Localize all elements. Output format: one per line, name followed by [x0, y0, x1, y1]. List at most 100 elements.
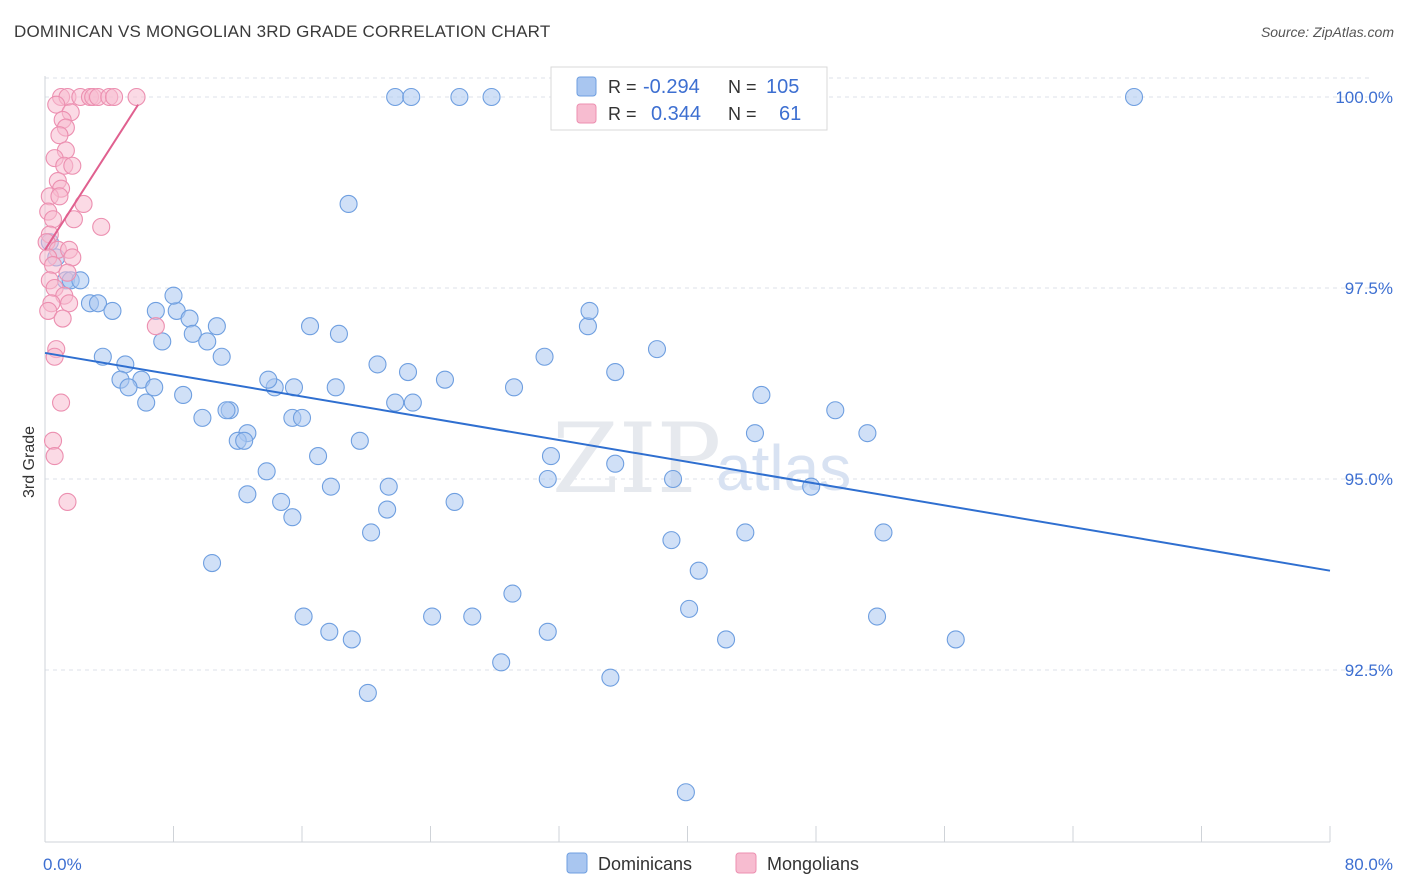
dominican-point	[320, 622, 339, 641]
mongolian-point	[63, 156, 82, 175]
dominican-point	[145, 378, 164, 397]
legend-n-value-1: 105	[766, 76, 799, 98]
dominicans-trend-line	[44, 351, 1331, 572]
mongolian-point	[92, 217, 111, 236]
dominican-point	[329, 324, 348, 343]
dominican-point	[342, 630, 361, 649]
dominican-point	[294, 607, 313, 626]
mongolian-point	[53, 309, 72, 328]
dominican-point	[580, 301, 599, 320]
mongolian-point	[127, 87, 146, 107]
legend-r-label-2: R =	[608, 104, 637, 124]
dominican-point	[403, 393, 422, 412]
mongolian-point	[58, 492, 77, 511]
dominican-point	[538, 469, 557, 489]
source-label: Source: ZipAtlas.com	[1260, 24, 1394, 40]
dominican-point	[272, 492, 291, 511]
dominican-point	[235, 431, 254, 450]
legend-mongolians-swatch	[735, 852, 757, 874]
y-axis-title: 3rd Grade	[21, 426, 38, 498]
dominican-point	[745, 424, 765, 443]
y-tick-labels: 92.5% 95.0% 97.5% 100.0%	[1335, 88, 1393, 680]
legend-dominicans-label: Dominicans	[598, 854, 692, 874]
stats-legend-box	[550, 66, 828, 131]
dominican-point	[292, 408, 312, 427]
y-tick-label: 97.5%	[1345, 279, 1393, 298]
legend-n-label-1: N =	[728, 77, 757, 97]
mongolian-point	[63, 248, 82, 267]
dominican-point	[541, 447, 561, 466]
dominican-point	[207, 317, 226, 336]
dominican-point	[680, 599, 699, 618]
x-tick-label-min: 0.0%	[43, 855, 82, 874]
x-tick-label-max: 80.0%	[1345, 855, 1393, 874]
dominican-point	[116, 355, 135, 374]
dominican-point	[339, 194, 358, 214]
dominican-point	[362, 523, 381, 542]
dominican-point	[663, 469, 683, 489]
dominican-point	[283, 508, 302, 527]
watermark-zip: ZIP	[552, 403, 721, 515]
dominican-point	[368, 355, 387, 374]
mongolian-point	[47, 95, 66, 114]
dominican-point	[238, 485, 257, 504]
dominican-point	[1124, 87, 1144, 107]
mongolian-point	[45, 347, 64, 366]
dominican-point	[259, 370, 278, 389]
dominicans-swatch	[576, 76, 597, 97]
mongolian-point	[50, 187, 69, 206]
dominican-point	[535, 347, 554, 366]
mongolians-swatch	[576, 103, 597, 124]
dominican-point	[193, 408, 212, 427]
dominican-point	[198, 332, 217, 351]
dominican-point	[300, 317, 320, 336]
dominican-point	[858, 424, 877, 443]
dominican-point	[386, 393, 405, 412]
dominican-point	[402, 87, 421, 107]
data-points	[37, 87, 1144, 802]
dominican-point	[826, 401, 845, 420]
dominican-point	[379, 477, 398, 496]
dominican-point	[874, 523, 893, 542]
dominican-point	[504, 378, 524, 397]
dominican-point	[538, 622, 557, 641]
dominican-point	[164, 286, 183, 305]
legend-n-value-2: 61	[779, 103, 801, 125]
mongolian-point	[105, 87, 124, 107]
legend-n-label-2: N =	[728, 104, 757, 124]
legend-r-label-1: R =	[608, 77, 637, 97]
legend-dominicans-swatch	[566, 852, 588, 874]
watermark-atlas: atlas	[716, 432, 851, 504]
dominican-point	[137, 393, 156, 412]
mongolian-point	[43, 431, 63, 450]
dominican-point	[450, 87, 469, 107]
dominican-point	[174, 385, 193, 405]
trend-lines	[44, 104, 1331, 572]
dominican-point	[321, 477, 340, 496]
dominican-point	[183, 324, 202, 343]
y-tick-label: 92.5%	[1345, 661, 1393, 680]
dominican-point	[689, 561, 708, 580]
mongolian-point	[60, 294, 79, 313]
dominican-point	[103, 301, 122, 320]
dominican-point	[647, 340, 667, 359]
gridlines	[45, 77, 1370, 671]
dominican-point	[146, 301, 165, 320]
dominican-point	[309, 447, 328, 466]
watermark: ZIP atlas	[552, 403, 851, 515]
dominican-point	[867, 607, 887, 626]
dominican-point	[578, 317, 597, 336]
dominican-point	[88, 294, 108, 313]
legend-r-value-1: -0.294	[643, 76, 700, 98]
series-legend: Dominicans Mongolians	[566, 852, 859, 874]
chart-title: DOMINICAN VS MONGOLIAN 3RD GRADE CORRELA…	[14, 22, 551, 41]
dominican-point	[257, 462, 276, 481]
dominican-point	[946, 630, 965, 649]
dominican-point	[435, 370, 455, 389]
dominican-point	[180, 309, 199, 328]
dominican-point	[386, 87, 405, 107]
dominican-point	[378, 500, 397, 519]
dominican-point	[153, 332, 172, 351]
dominican-point	[503, 584, 522, 603]
